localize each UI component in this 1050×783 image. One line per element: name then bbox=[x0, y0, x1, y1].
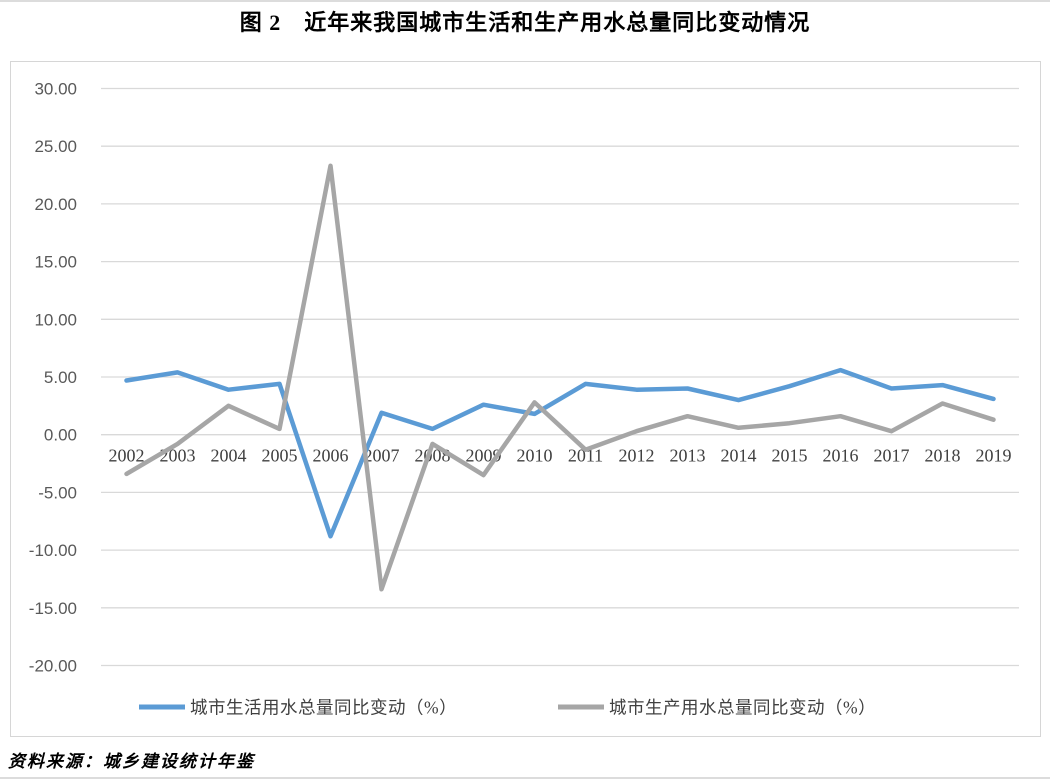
x-axis-tick-label: 2014 bbox=[721, 446, 757, 466]
x-axis-tick-label: 2010 bbox=[517, 446, 553, 466]
bottom-divider bbox=[0, 777, 1050, 779]
y-axis-tick-label: 25.00 bbox=[34, 137, 77, 156]
x-axis-tick-label: 2004 bbox=[211, 446, 247, 466]
x-axis-tick-label: 2005 bbox=[262, 446, 298, 466]
legend-label-prod: 城市生产用水总量同比变动（%） bbox=[609, 698, 876, 718]
y-axis-tick-label: -10.00 bbox=[29, 541, 77, 560]
y-axis-tick-label: 20.00 bbox=[34, 195, 77, 214]
chart-area: 30.00 25.00 20.00 15.00 10.00 5.00 0.00 -5.00 -1… bbox=[10, 61, 1041, 737]
series-line-prod bbox=[124, 163, 996, 592]
top-divider bbox=[0, 0, 1050, 2]
chart-title: 图 2 近年来我国城市生活和生产用水总量同比变动情况 bbox=[239, 10, 811, 35]
y-axis-tick-label: 0.00 bbox=[44, 426, 77, 445]
y-axis-tick-label: 30.00 bbox=[34, 80, 77, 99]
x-axis-tick-label: 2011 bbox=[568, 446, 603, 466]
y-axis-tick-label: 5.00 bbox=[44, 368, 77, 387]
x-axis-tick-label: 2019 bbox=[976, 446, 1012, 466]
y-axis-tick-label: -5.00 bbox=[38, 483, 77, 502]
x-axis-tick-label: 2002 bbox=[109, 446, 145, 466]
x-axis-tick-label: 2007 bbox=[364, 446, 400, 466]
line-chart: 30.00 25.00 20.00 15.00 10.00 5.00 0.00 -5.00 -1… bbox=[29, 80, 1019, 718]
x-axis-tick-label: 2018 bbox=[925, 446, 961, 466]
x-axis-tick-label: 2003 bbox=[160, 446, 196, 466]
y-axis-tick-label: 15.00 bbox=[34, 253, 77, 272]
series-line-life bbox=[124, 367, 996, 539]
x-axis-tick-label: 2016 bbox=[823, 446, 859, 466]
y-axis-tick-label: -20.00 bbox=[29, 657, 77, 676]
x-axis-tick-label: 2017 bbox=[874, 446, 910, 466]
source-note: 资料来源：城乡建设统计年鉴 bbox=[8, 752, 255, 771]
legend-label-life: 城市生活用水总量同比变动（%） bbox=[190, 698, 457, 718]
y-axis-tick-label: -15.00 bbox=[29, 599, 77, 618]
x-axis-tick-label: 2013 bbox=[670, 446, 706, 466]
x-axis-tick-label: 2006 bbox=[313, 446, 349, 466]
x-axis-tick-label: 2015 bbox=[772, 446, 808, 466]
y-axis-tick-label: 10.00 bbox=[34, 310, 77, 329]
x-axis-tick-label: 2012 bbox=[619, 446, 655, 466]
